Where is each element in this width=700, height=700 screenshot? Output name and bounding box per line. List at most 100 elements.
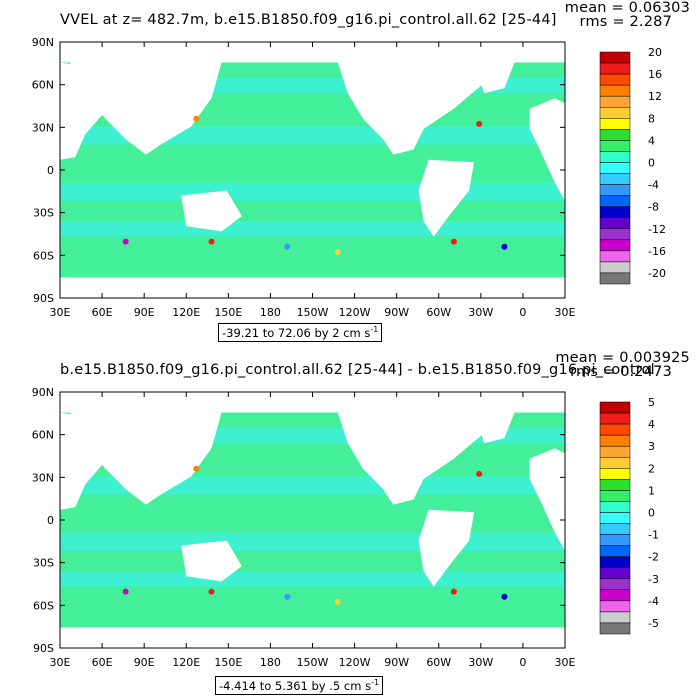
x-tick-label: 120E [172,656,200,669]
colorbar-swatch [599,173,631,185]
x-tick-label: 150W [297,656,329,669]
colorbar-swatch [599,140,631,152]
colorbar-swatch [599,423,631,436]
eddy-mark [208,238,215,245]
y-tick-label: 90S [33,642,54,655]
ocean-band [60,532,565,551]
colorbar-swatch [599,129,631,141]
x-tick-label: 90E [134,656,155,669]
x-tick-label: 120W [339,656,371,669]
y-tick-label: 30N [32,471,54,484]
colorbar-swatch [599,434,631,447]
colorbar-swatch [599,501,631,513]
eddy-mark [122,588,129,595]
land-mass [337,412,495,505]
colorbar-swatch [599,62,631,75]
range-label: -39.21 to 72.06 by 2 cm s-1 [218,323,383,342]
colorbar-swatch [599,217,631,230]
y-tick-label: 60S [33,249,54,262]
x-tick-label: 30E [50,306,71,319]
y-tick-label: 60S [33,599,54,612]
eddy-mark [501,243,508,250]
y-tick-label: 30S [33,557,54,570]
colorbar-swatch [599,272,631,285]
land-mass [529,98,565,201]
colorbar-swatch [599,184,631,196]
colorbar-swatch [599,479,631,491]
colorbar-swatch [599,84,631,97]
y-tick-label: 0 [47,514,54,527]
colorbar-swatch [599,95,631,108]
stat-mean: mean = 0.06303 [564,0,690,16]
x-tick-label: 30W [468,306,493,319]
land-mass [181,540,242,582]
land-mass [529,448,565,551]
colorbar-label: 0 [648,156,655,169]
colorbar-swatch [599,51,631,64]
x-tick-label: 120E [172,306,200,319]
x-tick-label: 180 [260,306,281,319]
eddy-mark [501,593,508,600]
colorbar-swatch [599,106,631,119]
colorbar-swatch [599,195,631,207]
colorbar-swatch [599,401,631,414]
colorbar-swatch [599,228,631,241]
map-plot: 30E 60E 90E 120E 150E 180 150W 120W 90W 60W 30W 0 30… [32,36,666,319]
colorbar-swatch [599,456,631,469]
colorbar-swatch [599,556,631,568]
colorbar-swatch [599,261,631,274]
map-plot: 30E 60E 90E 120E 150E 180 150W 120W 90W 60W 30W 0 30… [32,386,659,669]
x-tick-label: 60E [92,656,113,669]
eddy-mark [450,238,457,245]
eddy-mark [450,588,457,595]
x-tick-label: 60W [426,656,451,669]
colorbar-swatch [599,162,631,174]
panel-top: VVEL at z= 482.7m, b.e15.B1850.f09_g16.p… [32,0,690,342]
x-tick-label: 150E [214,306,242,319]
y-tick-label: 90S [33,292,54,305]
map-layer: 30E 60E 90E 120E 150E 180 150W 120W 90W 60W 30W 0 30… [32,36,666,319]
x-tick-label: 180 [260,656,281,669]
colorbar-swatch [599,589,631,602]
colorbar-label: 0 [648,506,655,519]
x-tick-label: 0 [519,656,526,669]
colorbar-label: 20 [648,46,662,59]
colorbar-label: -4 [648,179,659,192]
y-tick-label: 30N [32,121,54,134]
colorbar-label: 16 [648,68,662,81]
colorbar-label: -3 [648,573,659,586]
colorbar-label: 4 [648,134,655,147]
eddy-mark [122,238,129,245]
eddy-mark [284,593,291,600]
land-mass [418,509,475,587]
colorbar-swatch [599,250,631,263]
land-mass [181,190,242,232]
x-tick-label: 30W [468,656,493,669]
land-mass [70,62,222,155]
x-tick-label: 60E [92,306,113,319]
y-tick-label: 90N [32,386,54,399]
ocean-band [60,126,565,145]
panel-bottom: b.e15.B1850.f09_g16.pi_control.all.62 [2… [0,350,700,700]
colorbar-swatch [599,73,631,86]
eddy-mark [334,248,341,255]
x-tick-label: 90E [134,306,155,319]
colorbar-swatch [599,239,631,252]
stat-mean: mean = 0.003925 [555,350,690,366]
colorbar-label: 5 [648,396,655,409]
x-tick-label: 90W [384,306,409,319]
colorbar-label: -4 [648,595,659,608]
land-mass [70,412,222,505]
eddy-mark [284,243,291,250]
land-mass [337,62,495,155]
colorbar-swatch [599,600,631,613]
colorbar-swatch [599,578,631,591]
colorbar-swatch [599,412,631,425]
eddy-mark [193,115,200,122]
y-tick-label: 90N [32,36,54,49]
colorbar-label: 4 [648,418,655,431]
y-tick-label: 60N [32,429,54,442]
colorbar-swatch [599,523,631,535]
colorbar-swatch [599,206,631,218]
colorbar-label: -2 [648,551,659,564]
